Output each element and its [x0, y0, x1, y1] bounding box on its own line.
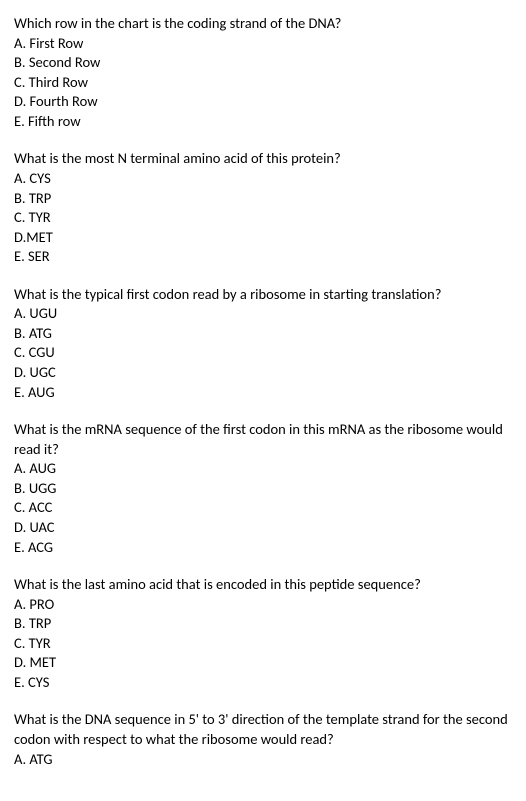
- option-d: D. UGC: [14, 363, 512, 383]
- option-e: E. Fifth row: [14, 112, 512, 132]
- question-5: What is the last amino acid that is enco…: [14, 575, 512, 692]
- option-c: C. ACC: [14, 498, 512, 518]
- option-e: E. ACG: [14, 538, 512, 558]
- option-a: A. PRO: [14, 595, 512, 615]
- question-text: Which row in the chart is the coding str…: [14, 14, 512, 34]
- option-b: B. UGG: [14, 479, 512, 499]
- question-text: What is the DNA sequence in 5' to 3' dir…: [14, 710, 512, 749]
- option-b: B. TRP: [14, 614, 512, 634]
- question-text: What is the last amino acid that is enco…: [14, 575, 512, 595]
- question-6: What is the DNA sequence in 5' to 3' dir…: [14, 710, 512, 769]
- option-e: E. AUG: [14, 383, 512, 403]
- question-4: What is the mRNA sequence of the first c…: [14, 420, 512, 557]
- option-d: D. MET: [14, 653, 512, 673]
- option-e: E. SER: [14, 247, 512, 267]
- option-c: C. CGU: [14, 343, 512, 363]
- option-e: E. CYS: [14, 673, 512, 693]
- option-d: D.MET: [14, 228, 512, 248]
- option-b: B. ATG: [14, 324, 512, 344]
- question-text: What is the typical first codon read by …: [14, 285, 512, 305]
- option-a: A. ATG: [14, 750, 512, 770]
- question-text: What is the most N terminal amino acid o…: [14, 149, 512, 169]
- option-a: A. CYS: [14, 169, 512, 189]
- option-a: A. First Row: [14, 34, 512, 54]
- question-1: Which row in the chart is the coding str…: [14, 14, 512, 131]
- option-d: D. Fourth Row: [14, 92, 512, 112]
- option-d: D. UAC: [14, 518, 512, 538]
- option-a: A. UGU: [14, 304, 512, 324]
- option-c: C. Third Row: [14, 73, 512, 93]
- option-b: B. Second Row: [14, 53, 512, 73]
- option-a: A. AUG: [14, 459, 512, 479]
- option-b: B. TRP: [14, 189, 512, 209]
- option-c: C. TYR: [14, 634, 512, 654]
- option-c: C. TYR: [14, 208, 512, 228]
- question-3: What is the typical first codon read by …: [14, 285, 512, 402]
- question-2: What is the most N terminal amino acid o…: [14, 149, 512, 266]
- question-text: What is the mRNA sequence of the first c…: [14, 420, 512, 459]
